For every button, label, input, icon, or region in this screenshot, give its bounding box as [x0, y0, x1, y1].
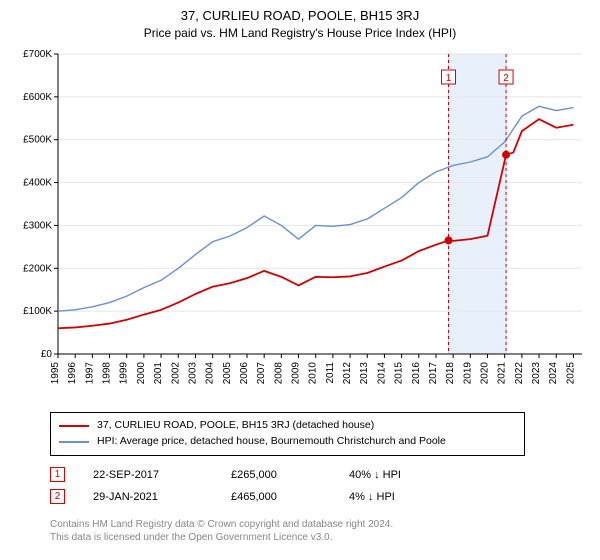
svg-text:2012: 2012	[342, 362, 353, 385]
svg-text:2018: 2018	[445, 362, 456, 385]
svg-text:£600K: £600K	[23, 92, 52, 103]
svg-text:2009: 2009	[291, 362, 302, 385]
marker-delta: 40% ↓ HPI	[349, 469, 401, 481]
svg-text:2011: 2011	[325, 362, 336, 384]
footer-line-1: Contains HM Land Registry data © Crown c…	[50, 518, 590, 531]
legend-row: 37, CURLIEU ROAD, POOLE, BH15 3RJ (detac…	[59, 418, 516, 434]
svg-text:£0: £0	[41, 349, 53, 360]
svg-text:2003: 2003	[187, 362, 198, 385]
svg-text:£100K: £100K	[23, 306, 52, 317]
svg-text:2005: 2005	[222, 362, 233, 385]
price-chart: £0 £100K £200K £300K £400K £500K £600K £700K 199…	[10, 46, 590, 406]
svg-text:1996: 1996	[67, 362, 78, 385]
svg-text:1999: 1999	[119, 362, 130, 385]
chart-title: 37, CURLIEU ROAD, POOLE, BH15 3RJ	[10, 8, 590, 23]
chart-subtitle: Price paid vs. HM Land Registry's House …	[10, 26, 590, 40]
svg-text:£200K: £200K	[23, 263, 52, 274]
svg-text:2010: 2010	[308, 362, 319, 385]
legend-label: 37, CURLIEU ROAD, POOLE, BH15 3RJ (detac…	[97, 418, 374, 434]
chart-container: 37, CURLIEU ROAD, POOLE, BH15 3RJ Price …	[0, 0, 600, 560]
svg-text:2002: 2002	[170, 362, 181, 385]
svg-text:2025: 2025	[565, 362, 576, 385]
svg-text:2021: 2021	[497, 362, 508, 385]
marker-badge: 1	[50, 467, 65, 482]
legend-box: 37, CURLIEU ROAD, POOLE, BH15 3RJ (detac…	[50, 412, 525, 456]
svg-text:1: 1	[446, 73, 452, 84]
legend-label: HPI: Average price, detached house, Bour…	[97, 434, 446, 450]
svg-text:2017: 2017	[428, 362, 439, 385]
chart-area: £0 £100K £200K £300K £400K £500K £600K £700K 199…	[10, 46, 590, 406]
svg-text:2024: 2024	[548, 362, 559, 385]
svg-text:1995: 1995	[50, 362, 61, 385]
svg-text:2: 2	[503, 73, 509, 84]
marker-badge: 2	[50, 489, 65, 504]
svg-text:2004: 2004	[205, 362, 216, 385]
svg-text:2015: 2015	[394, 362, 405, 385]
marker-price: £465,000	[231, 491, 321, 503]
svg-text:2008: 2008	[273, 362, 284, 385]
svg-text:2006: 2006	[239, 362, 250, 385]
svg-text:2022: 2022	[514, 362, 525, 385]
svg-text:£500K: £500K	[23, 135, 52, 146]
svg-text:1997: 1997	[84, 362, 95, 385]
footer-line-2: This data is licensed under the Open Gov…	[50, 531, 590, 544]
svg-text:£700K: £700K	[23, 49, 52, 60]
legend-swatch	[59, 425, 89, 427]
svg-text:2020: 2020	[480, 362, 491, 385]
svg-text:2019: 2019	[462, 362, 473, 385]
svg-text:2023: 2023	[531, 362, 542, 385]
marker-date: 22-SEP-2017	[93, 469, 203, 481]
svg-text:2000: 2000	[136, 362, 147, 385]
svg-text:1998: 1998	[102, 362, 113, 385]
legend-swatch	[59, 441, 89, 443]
footer-attribution: Contains HM Land Registry data © Crown c…	[50, 518, 590, 544]
svg-text:2007: 2007	[256, 362, 267, 385]
svg-text:2016: 2016	[411, 362, 422, 385]
marker-date: 29-JAN-2021	[93, 491, 203, 503]
svg-text:2001: 2001	[153, 362, 164, 385]
svg-text:2013: 2013	[359, 362, 370, 385]
svg-text:£400K: £400K	[23, 178, 52, 189]
marker-table: 1 22-SEP-2017 £265,000 40% ↓ HPI 2 29-JAN-202…	[50, 464, 590, 508]
marker-delta: 4% ↓ HPI	[349, 491, 395, 503]
marker-table-row: 2 29-JAN-2021 £465,000 4% ↓ HPI	[50, 486, 590, 508]
marker-table-row: 1 22-SEP-2017 £265,000 40% ↓ HPI	[50, 464, 590, 486]
svg-text:2014: 2014	[376, 362, 387, 385]
legend-row: HPI: Average price, detached house, Bour…	[59, 434, 516, 450]
svg-text:£300K: £300K	[23, 220, 52, 231]
marker-price: £265,000	[231, 469, 321, 481]
